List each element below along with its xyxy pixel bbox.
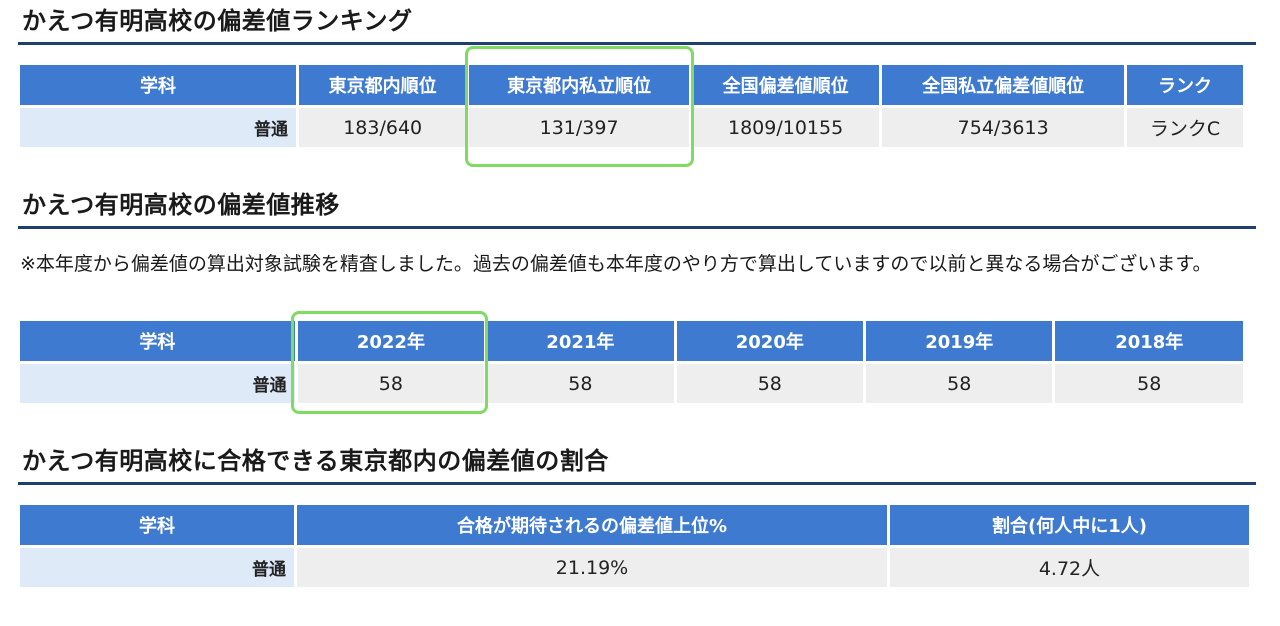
ranking-cell-rank: ランクC [1127,108,1243,147]
ranking-cell-tokyo-rank: 183/640 [299,108,467,147]
ratio-title: かえつ有明高校に合格できる東京都内の偏差値の割合 [22,447,609,475]
ranking-header-national-private-rank: 全国私立偏差値順位 [882,65,1125,105]
ratio-cell-top-percent: 21.19% [297,548,887,587]
trend-cell-2021: 58 [487,364,674,403]
ratio-header-top-percent: 合格が期待されるの偏差値上位% [297,505,887,545]
ratio-cell-ratio: 4.72人 [890,548,1249,587]
table-row: 普通 183/640 131/397 1809/10155 754/3613 ラ… [20,108,1243,147]
trend-title-rule [18,226,1256,229]
table-row: 普通 21.19% 4.72人 [20,548,1249,587]
trend-cell-dept: 普通 [20,364,295,403]
trend-header-2021: 2021年 [487,321,674,361]
ranking-header-national-rank: 全国偏差値順位 [691,65,880,105]
ranking-cell-tokyo-private-rank: 131/397 [469,108,689,147]
ranking-cell-national-private-rank: 754/3613 [882,108,1125,147]
ranking-cell-dept: 普通 [20,108,297,147]
trend-cell-2018: 58 [1055,364,1243,403]
ranking-header-dept: 学科 [20,65,297,105]
ratio-header-dept: 学科 [20,505,294,545]
ratio-table: 学科 合格が期待されるの偏差値上位% 割合(何人中に1人) 普通 21.19% … [17,502,1252,590]
trend-cell-2019: 58 [866,364,1053,403]
trend-cell-2022: 58 [297,364,485,403]
table-row: 普通 58 58 58 58 58 [20,364,1243,403]
ratio-header-row: 学科 合格が期待されるの偏差値上位% 割合(何人中に1人) [20,505,1249,545]
ranking-header-tokyo-private-rank: 東京都内私立順位 [469,65,689,105]
ranking-header-row: 学科 東京都内順位 東京都内私立順位 全国偏差値順位 全国私立偏差値順位 ランク [20,65,1243,105]
ratio-header-ratio: 割合(何人中に1人) [890,505,1249,545]
ranking-header-tokyo-rank: 東京都内順位 [299,65,467,105]
ranking-header-rank: ランク [1127,65,1243,105]
trend-note: ※本年度から偏差値の算出対象試験を精査しました。過去の偏差値も本年度のやり方で算… [20,253,1212,275]
trend-header-2018: 2018年 [1055,321,1243,361]
trend-header-2022: 2022年 [297,321,485,361]
ratio-cell-dept: 普通 [20,548,294,587]
trend-header-2020: 2020年 [676,321,864,361]
ranking-title-rule [18,42,1256,45]
trend-cell-2020: 58 [676,364,864,403]
ranking-title: かえつ有明高校の偏差値ランキング [22,7,413,35]
ranking-cell-national-rank: 1809/10155 [691,108,880,147]
trend-header-dept: 学科 [20,321,295,361]
trend-header-row: 学科 2022年 2021年 2020年 2019年 2018年 [20,321,1243,361]
trend-header-2019: 2019年 [866,321,1053,361]
trend-title: かえつ有明高校の偏差値推移 [22,191,340,219]
trend-table: 学科 2022年 2021年 2020年 2019年 2018年 普通 58 5… [17,318,1246,406]
ratio-title-rule [18,482,1256,485]
ranking-table: 学科 東京都内順位 東京都内私立順位 全国偏差値順位 全国私立偏差値順位 ランク… [17,62,1246,150]
